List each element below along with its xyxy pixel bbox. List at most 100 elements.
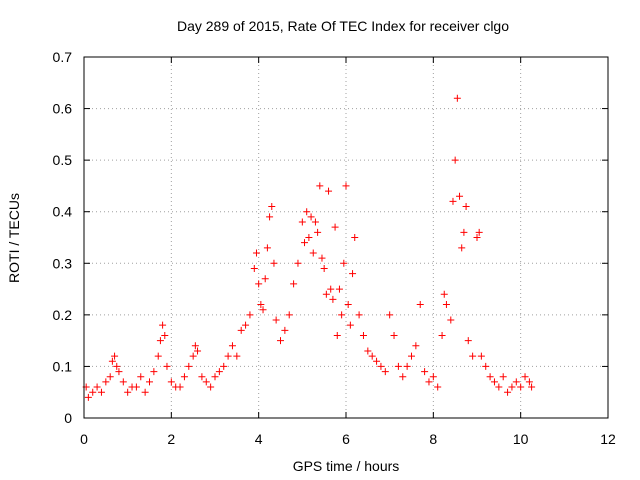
data-point (146, 378, 153, 386)
y-tick-label: 0.1 (53, 358, 73, 374)
data-point (93, 383, 101, 391)
data-point (359, 331, 367, 339)
y-axis-label: ROTI / TECUs (6, 193, 22, 283)
data-point (311, 218, 319, 226)
data-point (277, 337, 284, 345)
x-axis-tick-labels: 0 2 4 6 8 10 12 (80, 431, 616, 447)
data-point (342, 182, 350, 190)
x-axis-label: GPS time / hours (293, 458, 400, 474)
data-point (259, 306, 267, 314)
y-tick-label: 0 (64, 410, 72, 426)
x-tick-label: 0 (80, 431, 88, 447)
y-tick-label: 0.7 (53, 49, 73, 65)
data-point (495, 383, 503, 391)
data-point (307, 213, 315, 221)
data-point (508, 383, 516, 391)
y-tick-label: 0.6 (53, 101, 73, 117)
data-point (456, 192, 464, 200)
data-point (482, 362, 490, 370)
data-point (268, 203, 276, 211)
data-point (246, 311, 254, 319)
data-point (261, 275, 269, 283)
y-tick-label: 0.3 (53, 255, 73, 271)
y-tick-label: 0.2 (53, 307, 73, 323)
data-point (84, 393, 92, 401)
data-point (434, 383, 442, 391)
data-point (301, 239, 309, 247)
data-point (303, 208, 311, 216)
data-point (349, 270, 357, 278)
data-point (202, 378, 210, 386)
data-point (469, 352, 477, 360)
data-point (257, 301, 265, 309)
data-point (416, 301, 424, 309)
axis-ticks (83, 56, 609, 419)
data-point (377, 362, 385, 370)
data-point (329, 295, 337, 303)
data-point (368, 352, 376, 360)
x-tick-label: 12 (600, 431, 616, 447)
data-point (525, 378, 533, 386)
data-point (194, 347, 202, 355)
data-point (460, 228, 468, 236)
data-point (242, 321, 250, 329)
data-point (528, 383, 536, 391)
data-point (156, 337, 164, 345)
data-point (233, 352, 241, 360)
data-point (473, 234, 481, 241)
data-point (340, 259, 348, 267)
data-point (309, 249, 317, 257)
data-point (447, 316, 455, 324)
x-tick-label: 8 (429, 431, 437, 447)
data-point (102, 378, 110, 386)
data-point (167, 378, 175, 386)
data-point (344, 301, 352, 309)
data-point (97, 388, 105, 396)
data-point (266, 213, 274, 221)
data-point (115, 368, 123, 376)
data-point (185, 362, 193, 370)
x-tick-label: 10 (513, 431, 529, 447)
data-point (180, 373, 188, 381)
data-point (327, 285, 335, 293)
data-point (335, 285, 343, 293)
data-point (499, 373, 507, 381)
data-point (421, 368, 429, 376)
data-point (150, 368, 158, 376)
data-point (462, 203, 470, 211)
data-point (438, 331, 446, 339)
data-point (504, 388, 512, 396)
data-point (486, 373, 494, 381)
data-point (285, 311, 293, 319)
data-point (198, 373, 206, 381)
data-point (318, 254, 326, 262)
data-point (449, 197, 457, 205)
data-point (141, 388, 149, 396)
data-point (220, 362, 228, 370)
data-point (224, 352, 232, 360)
data-point (191, 342, 199, 350)
data-point (294, 259, 302, 267)
data-point (386, 311, 394, 319)
data-point (403, 362, 411, 370)
data-point (161, 331, 169, 339)
data-point (490, 378, 498, 386)
data-point (373, 357, 381, 365)
data-point (270, 259, 278, 267)
data-point (255, 280, 263, 288)
data-point (399, 373, 407, 381)
data-point (333, 331, 341, 339)
data-point (163, 362, 171, 370)
data-point (351, 234, 359, 241)
data-point (390, 331, 398, 339)
data-point (464, 337, 472, 345)
data-point (106, 373, 114, 381)
data-points (82, 94, 536, 401)
data-point (159, 321, 167, 329)
data-point (458, 244, 466, 252)
data-point (252, 249, 260, 257)
data-point (412, 342, 420, 350)
data-point (394, 362, 402, 370)
data-point (346, 321, 354, 329)
data-point (89, 388, 97, 396)
